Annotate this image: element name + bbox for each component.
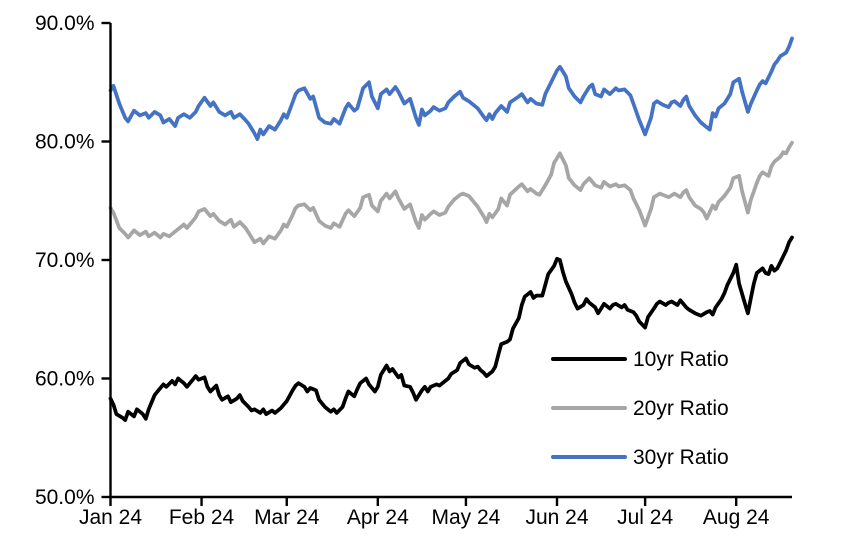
- series-line-30yr-ratio: [108, 36, 794, 141]
- x-axis-tick-label: Jun 24: [525, 506, 588, 529]
- y-axis-tick-label: 50.0%: [35, 486, 95, 509]
- y-axis-tick-label: 90.0%: [35, 12, 95, 35]
- x-axis-tick-label: Mar 24: [254, 506, 320, 529]
- x-axis-tick-label: May 24: [432, 506, 501, 529]
- legend-label: 30yr Ratio: [633, 446, 729, 469]
- x-axis-tick-label: Feb 24: [169, 506, 235, 529]
- y-axis-tick-label: 80.0%: [35, 131, 95, 154]
- x-axis-tick-label: Jul 24: [617, 506, 673, 529]
- legend: 10yr Ratio 20yr Ratio 30yr Ratio: [551, 348, 729, 469]
- plot-area: [108, 36, 794, 422]
- series-line-10yr-ratio: [108, 235, 794, 422]
- axes: 50.0% 60.0% 70.0% 80.0% 90.0% Jan 24 Feb 24 Mar…: [35, 12, 792, 529]
- legend-item-10yr-ratio: 10yr Ratio: [551, 348, 729, 371]
- legend-label: 20yr Ratio: [633, 397, 729, 420]
- y-axis-tick-label: 60.0%: [35, 368, 95, 391]
- y-axis-tick-label: 70.0%: [35, 249, 95, 272]
- legend-label: 10yr Ratio: [633, 348, 729, 371]
- x-axis-tick-label: Apr 24: [347, 506, 409, 529]
- x-axis-tick-label: Jan 24: [79, 506, 142, 529]
- series-line-20yr-ratio: [108, 140, 794, 246]
- x-axis-tick-label: Aug 24: [703, 506, 770, 529]
- legend-item-30yr-ratio: 30yr Ratio: [551, 446, 729, 469]
- legend-item-20yr-ratio: 20yr Ratio: [551, 397, 729, 420]
